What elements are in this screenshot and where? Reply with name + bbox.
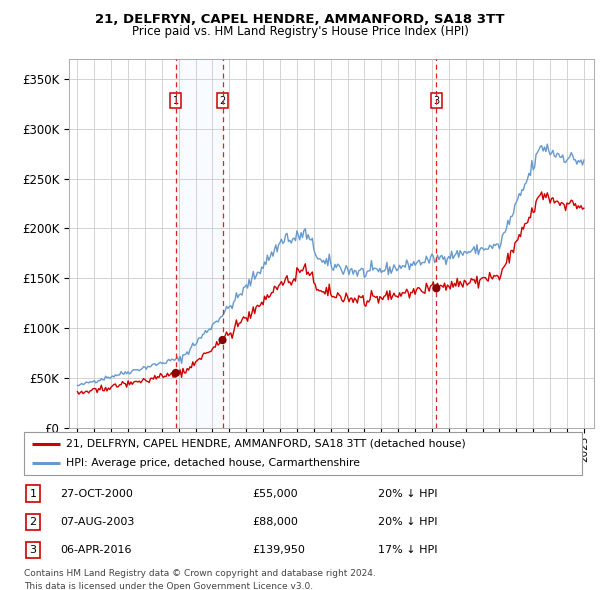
Text: 17% ↓ HPI: 17% ↓ HPI [378, 545, 437, 555]
Text: Price paid vs. HM Land Registry's House Price Index (HPI): Price paid vs. HM Land Registry's House … [131, 25, 469, 38]
Point [218, 335, 227, 345]
Text: 1: 1 [173, 96, 179, 106]
FancyBboxPatch shape [24, 432, 582, 475]
Text: 3: 3 [433, 96, 439, 106]
Text: 20% ↓ HPI: 20% ↓ HPI [378, 489, 437, 499]
Text: 27-OCT-2000: 27-OCT-2000 [60, 489, 133, 499]
Point [171, 368, 181, 378]
Text: 2: 2 [29, 517, 37, 527]
Text: £88,000: £88,000 [252, 517, 298, 527]
Text: 06-APR-2016: 06-APR-2016 [60, 545, 131, 555]
Text: 20% ↓ HPI: 20% ↓ HPI [378, 517, 437, 527]
Text: 07-AUG-2003: 07-AUG-2003 [60, 517, 134, 527]
Text: HPI: Average price, detached house, Carmarthenshire: HPI: Average price, detached house, Carm… [66, 458, 360, 468]
Text: 3: 3 [29, 545, 37, 555]
Text: 1: 1 [29, 489, 37, 499]
Text: £55,000: £55,000 [252, 489, 298, 499]
Text: This data is licensed under the Open Government Licence v3.0.: This data is licensed under the Open Gov… [24, 582, 313, 590]
Text: 21, DELFRYN, CAPEL HENDRE, AMMANFORD, SA18 3TT (detached house): 21, DELFRYN, CAPEL HENDRE, AMMANFORD, SA… [66, 438, 466, 448]
Bar [176, 59, 223, 428]
Text: Contains HM Land Registry data © Crown copyright and database right 2024.: Contains HM Land Registry data © Crown c… [24, 569, 376, 578]
Text: £139,950: £139,950 [252, 545, 305, 555]
Text: 21, DELFRYN, CAPEL HENDRE, AMMANFORD, SA18 3TT: 21, DELFRYN, CAPEL HENDRE, AMMANFORD, SA… [95, 13, 505, 26]
Point [431, 284, 441, 293]
Text: 2: 2 [220, 96, 226, 106]
